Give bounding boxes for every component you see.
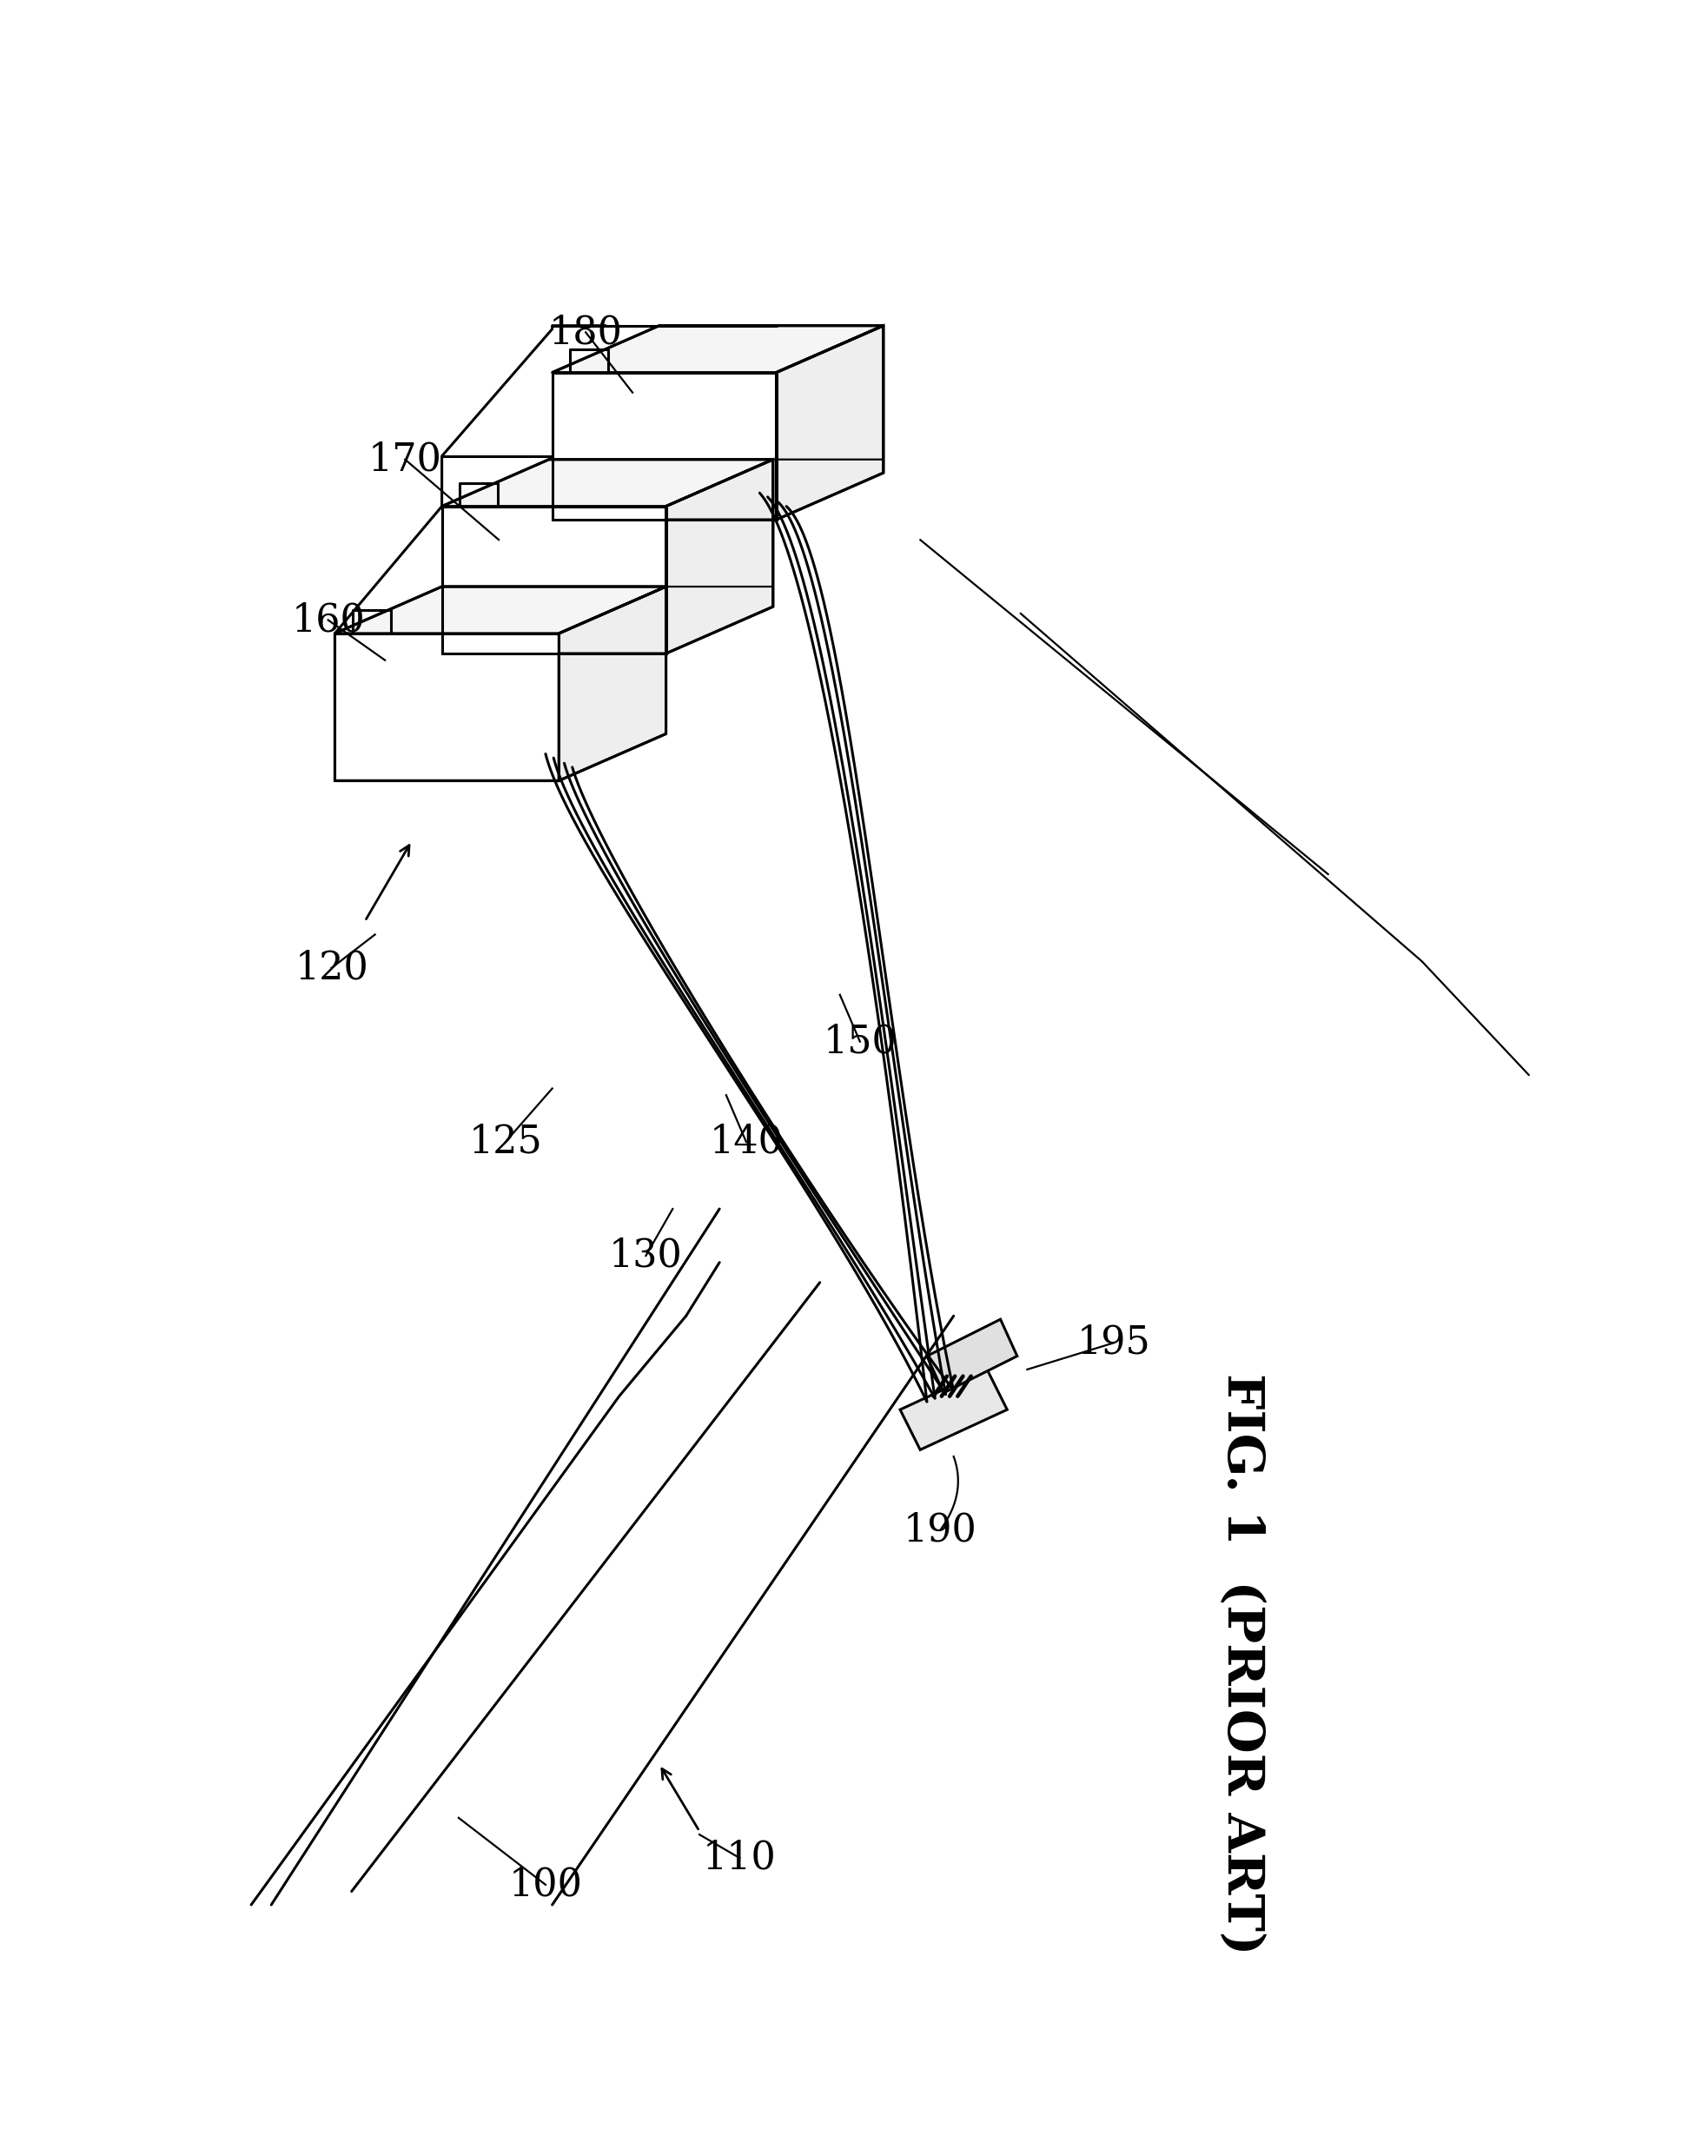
Text: 130: 130 bbox=[610, 1238, 683, 1274]
Polygon shape bbox=[559, 586, 666, 780]
Text: 160: 160 bbox=[292, 602, 366, 638]
Polygon shape bbox=[666, 459, 774, 653]
Polygon shape bbox=[335, 634, 559, 780]
Text: 125: 125 bbox=[468, 1123, 541, 1160]
Text: 100: 100 bbox=[509, 1865, 582, 1904]
Text: 170: 170 bbox=[369, 440, 442, 479]
Polygon shape bbox=[335, 586, 666, 634]
Text: 195: 195 bbox=[1078, 1324, 1151, 1360]
Text: FIG. 1  (PRIOR ART): FIG. 1 (PRIOR ART) bbox=[1216, 1373, 1266, 1955]
Polygon shape bbox=[552, 326, 883, 373]
Polygon shape bbox=[777, 326, 883, 520]
Polygon shape bbox=[442, 459, 774, 507]
Text: 180: 180 bbox=[548, 313, 623, 351]
Text: 110: 110 bbox=[702, 1839, 777, 1876]
Polygon shape bbox=[927, 1319, 1018, 1393]
Text: 120: 120 bbox=[294, 949, 369, 987]
Polygon shape bbox=[442, 507, 666, 653]
Polygon shape bbox=[552, 373, 777, 520]
Polygon shape bbox=[900, 1369, 1008, 1449]
Text: 140: 140 bbox=[709, 1123, 784, 1160]
Text: 190: 190 bbox=[904, 1511, 977, 1548]
Text: 150: 150 bbox=[823, 1022, 897, 1061]
